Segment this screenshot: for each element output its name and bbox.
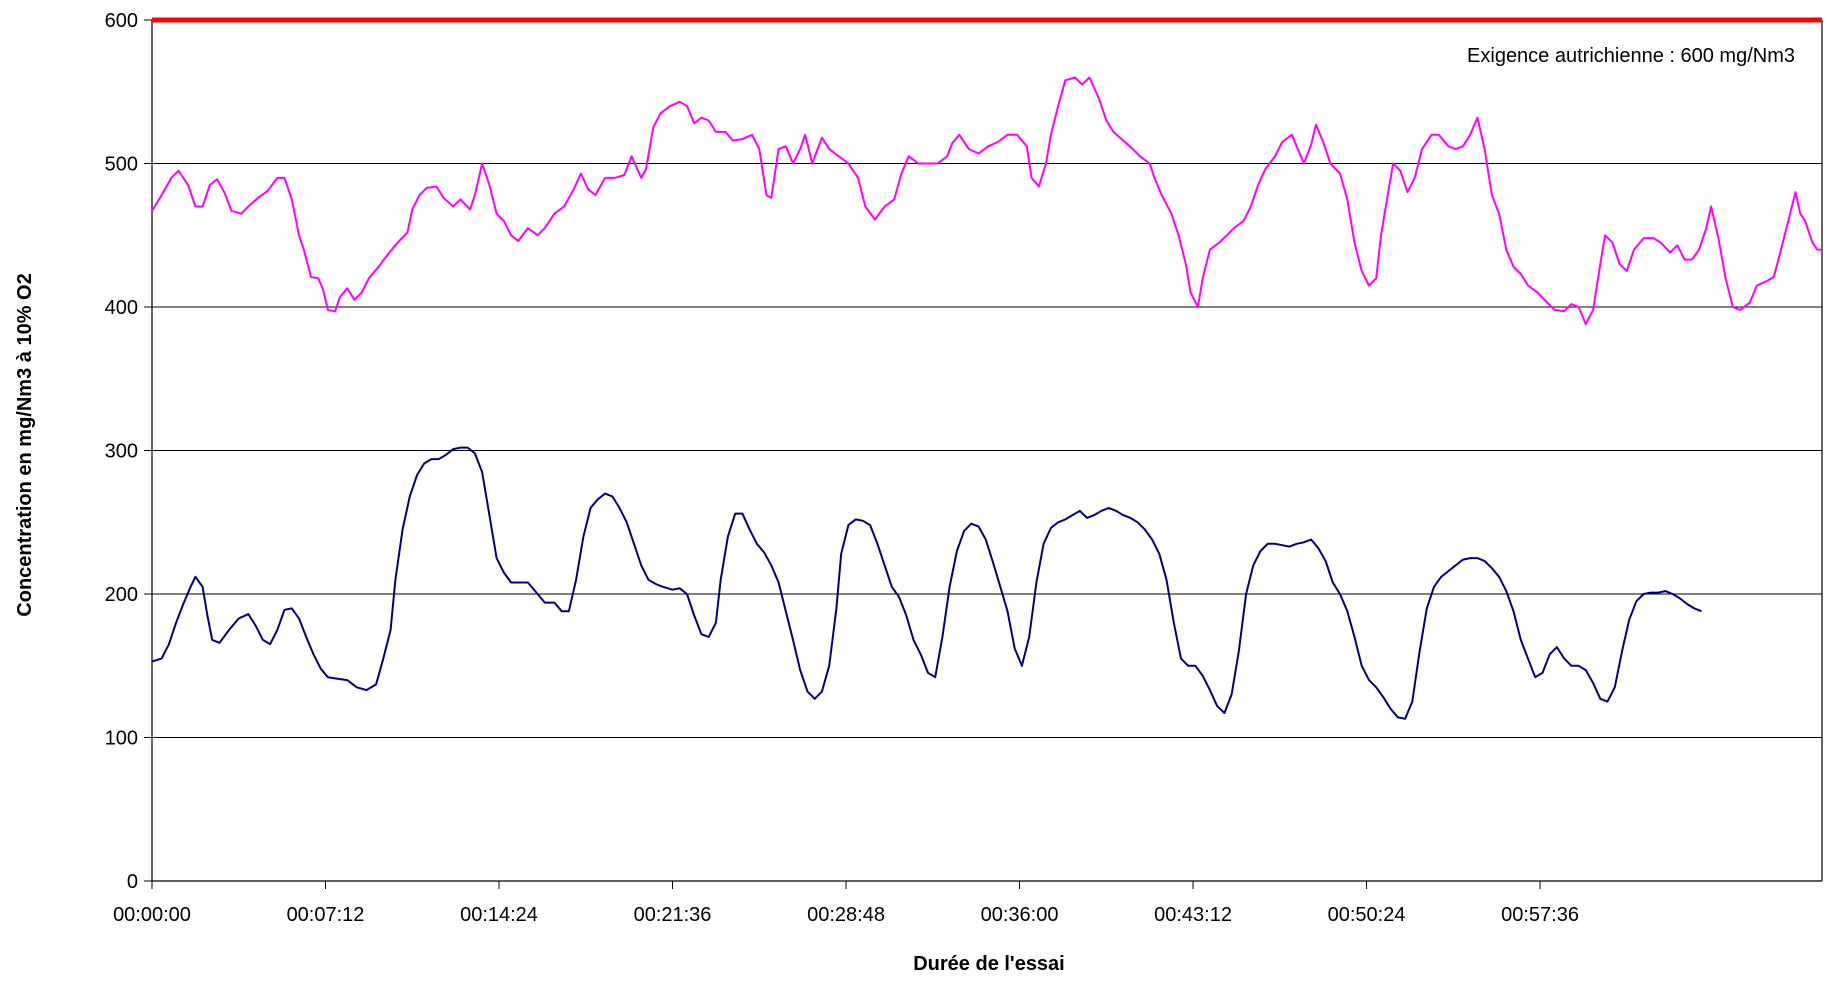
x-tick-label-8: 00:57:36 [1501, 904, 1579, 926]
x-axis-title: Durée de l'essai [913, 953, 1065, 975]
series-line-1 [151, 76, 1822, 326]
y-tick-label-300: 300 [105, 441, 138, 463]
y-tick-label-600: 600 [105, 10, 138, 32]
x-tick-label-6: 00:43:12 [1154, 904, 1232, 926]
y-axis-title: Concentration en mg/Nm3 à 10% O2 [14, 273, 36, 616]
series-lines [151, 76, 1822, 720]
x-tick-label-0: 00:00:00 [113, 904, 191, 926]
y-tick-label-400: 400 [105, 297, 138, 319]
gridlines [152, 19, 1822, 738]
limit-annotation: Exigence autrichienne : 600 mg/Nm3 [1467, 45, 1795, 67]
x-tick-label-3: 00:21:36 [634, 904, 712, 926]
series-line-2 [151, 446, 1702, 720]
x-tick-label-7: 00:50:24 [1328, 904, 1406, 926]
axes [144, 19, 1823, 889]
y-tick-label-0: 0 [127, 871, 138, 893]
y-tick-label-100: 100 [105, 728, 138, 750]
x-tick-label-2: 00:14:24 [460, 904, 538, 926]
x-tick-label-4: 00:28:48 [807, 904, 885, 926]
x-tick-label-5: 00:36:00 [981, 904, 1059, 926]
y-tick-label-500: 500 [105, 154, 138, 176]
x-tick-label-1: 00:07:12 [287, 904, 365, 926]
tick-labels: 0 100 200 300 400 500 600 00:00:00 00:07:12 00:14… [105, 10, 1579, 926]
y-tick-label-200: 200 [105, 584, 138, 606]
